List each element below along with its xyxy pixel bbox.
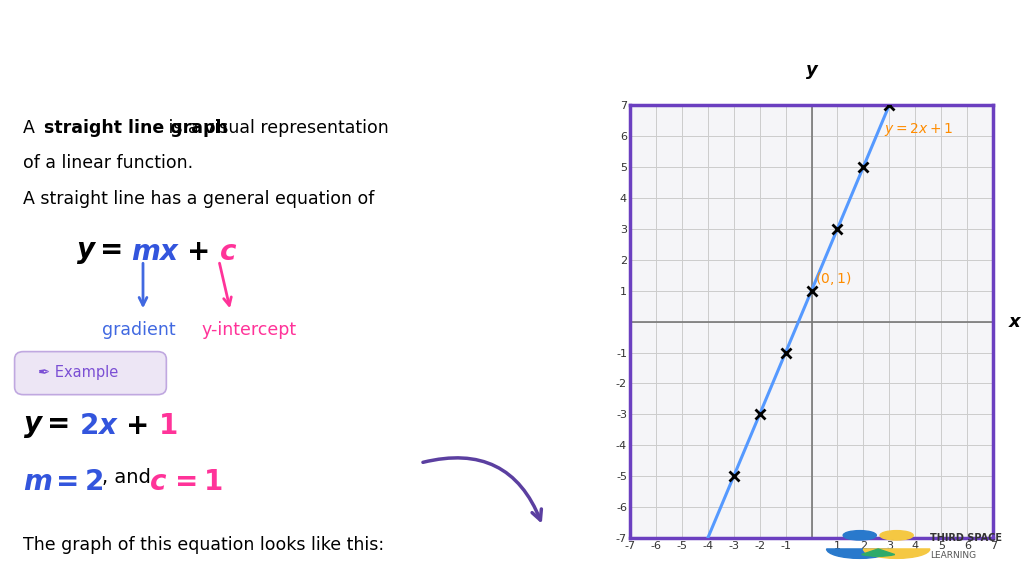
Text: $\boldsymbol{mx}$: $\boldsymbol{mx}$ bbox=[131, 237, 181, 266]
Text: $\boldsymbol{m}$: $\boldsymbol{m}$ bbox=[24, 468, 52, 496]
Text: ✒ Example: ✒ Example bbox=[38, 365, 118, 381]
Wedge shape bbox=[826, 549, 893, 558]
Text: $\boldsymbol{y = }$: $\boldsymbol{y = }$ bbox=[76, 237, 122, 266]
Text: $\boldsymbol{+}$: $\boldsymbol{+}$ bbox=[126, 413, 147, 441]
Text: is a visual representation: is a visual representation bbox=[164, 119, 389, 137]
Text: x: x bbox=[1009, 313, 1020, 331]
Text: $\boldsymbol{c}$: $\boldsymbol{c}$ bbox=[219, 237, 237, 266]
Text: $\boldsymbol{c}$: $\boldsymbol{c}$ bbox=[148, 468, 167, 496]
Text: $(0, 1)$: $(0, 1)$ bbox=[815, 270, 852, 287]
Text: $\boldsymbol{= 1}$: $\boldsymbol{= 1}$ bbox=[169, 468, 222, 496]
Text: A: A bbox=[24, 119, 41, 137]
Wedge shape bbox=[861, 549, 895, 556]
Text: $\boldsymbol{+}$: $\boldsymbol{+}$ bbox=[185, 237, 208, 266]
FancyBboxPatch shape bbox=[14, 352, 166, 395]
Text: y: y bbox=[806, 61, 817, 79]
Text: , and: , and bbox=[102, 468, 158, 487]
Text: $y = 2x + 1$: $y = 2x + 1$ bbox=[884, 120, 953, 137]
Wedge shape bbox=[863, 549, 930, 558]
Circle shape bbox=[880, 531, 913, 540]
Text: of a linear function.: of a linear function. bbox=[24, 154, 194, 172]
Text: y-intercept: y-intercept bbox=[202, 321, 297, 339]
Text: $\boldsymbol{y = }$: $\boldsymbol{y = }$ bbox=[24, 413, 70, 441]
Text: THIRD SPACE: THIRD SPACE bbox=[930, 534, 1001, 544]
Text: A straight line has a general equation of: A straight line has a general equation o… bbox=[24, 190, 375, 208]
Text: LEARNING: LEARNING bbox=[930, 551, 976, 560]
Text: The graph of this equation looks like this:: The graph of this equation looks like th… bbox=[24, 537, 384, 555]
Circle shape bbox=[843, 531, 877, 540]
Text: gradient: gradient bbox=[102, 321, 176, 339]
Text: $\boldsymbol{= 2}$: $\boldsymbol{= 2}$ bbox=[49, 468, 102, 496]
Text: straight line graph: straight line graph bbox=[44, 119, 227, 137]
Text: $\boldsymbol{1}$: $\boldsymbol{1}$ bbox=[158, 413, 177, 441]
Text: $\boldsymbol{2x}$: $\boldsymbol{2x}$ bbox=[79, 413, 119, 441]
Text: Straight Line Graphs: Straight Line Graphs bbox=[26, 21, 449, 55]
